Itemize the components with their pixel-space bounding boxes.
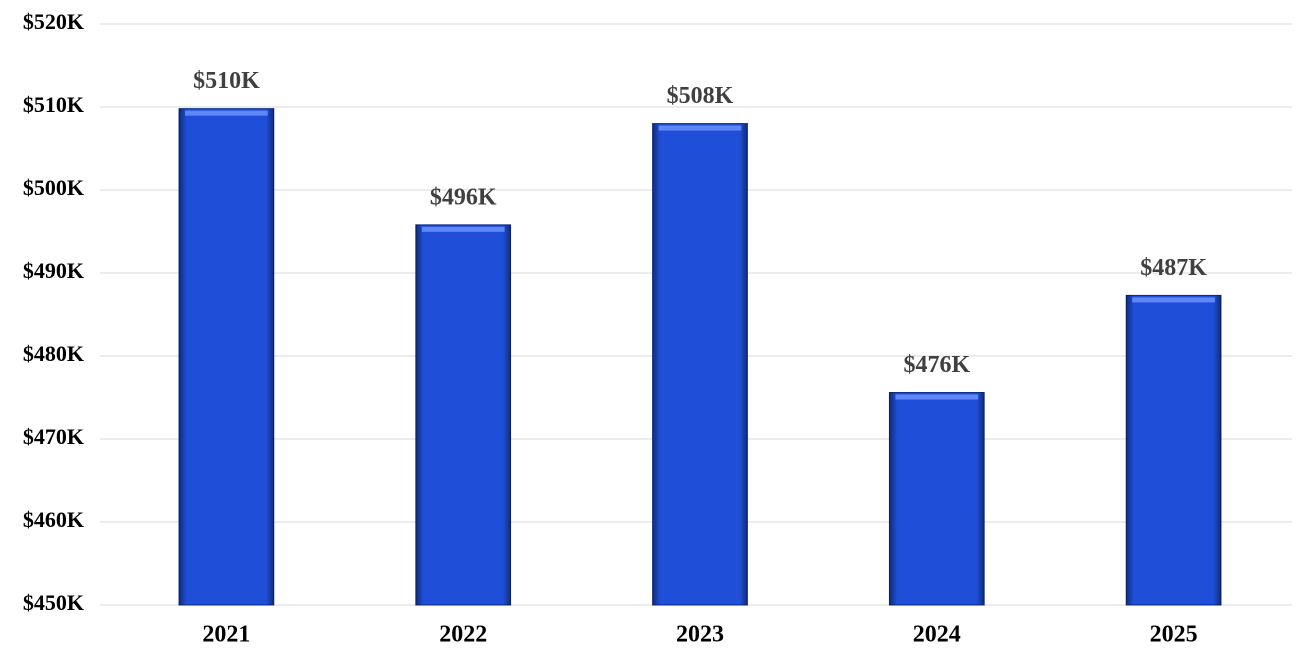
value-label: $510K xyxy=(193,68,260,94)
value-label: $487K xyxy=(1140,255,1207,281)
y-tick-label: $520K xyxy=(23,9,84,34)
value-label: $496K xyxy=(430,184,497,210)
x-tick-label: 2021 xyxy=(202,622,250,648)
bar xyxy=(1125,294,1222,606)
y-tick-label: $470K xyxy=(23,424,84,449)
value-label: $476K xyxy=(903,352,970,378)
bar-highlight xyxy=(421,226,505,232)
value-label: $508K xyxy=(667,83,734,109)
bar-highlight xyxy=(895,394,979,400)
bar xyxy=(652,123,748,606)
x-tick-label: 2023 xyxy=(676,622,724,648)
bar-highlight xyxy=(1132,297,1215,303)
bar-highlight xyxy=(658,125,742,131)
x-tick-label: 2024 xyxy=(913,622,961,648)
y-tick-label: $510K xyxy=(23,92,84,117)
bar xyxy=(415,224,512,606)
x-tick-label: 2022 xyxy=(439,622,487,648)
bar-highlight xyxy=(185,110,268,116)
y-tick-label: $500K xyxy=(23,175,84,200)
y-tick-label: $450K xyxy=(23,590,84,615)
x-tick-label: 2025 xyxy=(1150,622,1198,648)
bar xyxy=(888,392,985,606)
bar xyxy=(178,108,275,606)
y-tick-label: $480K xyxy=(23,341,84,366)
y-tick-label: $460K xyxy=(23,507,84,532)
y-tick-label: $490K xyxy=(23,258,84,283)
